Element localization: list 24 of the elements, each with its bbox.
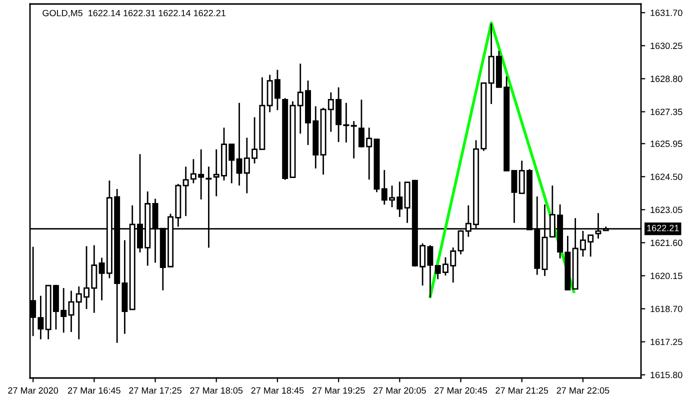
x-tick-label: 27 Mar 22:05 <box>556 387 610 394</box>
ref-line-label: 1622.21 <box>647 224 679 232</box>
y-tick-label: 1627.35 <box>650 108 682 116</box>
x-tick-label: 27 Mar 19:25 <box>312 387 365 394</box>
text: GOLD,M5 1622.14 1622.31 1622.14 1622.21 <box>42 10 226 18</box>
x-tick-label: 27 Mar 21:25 <box>496 387 548 394</box>
y-tick-label: 1624.50 <box>650 174 682 180</box>
y-tick-label: 1631.70 <box>650 10 682 16</box>
x-tick-label: 27 Mar 17:25 <box>129 387 182 394</box>
x-tick-label: 27 Mar 18:45 <box>251 387 304 394</box>
x-tick-label: 27 Mar 20:45 <box>434 387 487 394</box>
y-tick-label: 1630.25 <box>650 42 682 50</box>
y-tick-label: 1618.70 <box>650 306 682 312</box>
y-tick-label: 1617.25 <box>650 338 682 346</box>
y-tick-label: 1615.80 <box>650 372 682 378</box>
x-tick-label: 27 Mar 20:05 <box>374 387 426 394</box>
y-tick-label: 1625.95 <box>650 140 682 147</box>
y-tick-label: 1628.80 <box>650 76 682 82</box>
y-tick-label: 1620.15 <box>650 272 682 280</box>
x-tick-label: 27 Mar 16:45 <box>68 387 120 394</box>
x-tick-label: 27 Mar 18:05 <box>190 387 243 394</box>
x-tick-label: 27 Mar 2020 <box>8 387 58 394</box>
y-tick-label: 1623.05 <box>650 206 682 214</box>
y-tick-label: 1621.60 <box>650 240 682 246</box>
